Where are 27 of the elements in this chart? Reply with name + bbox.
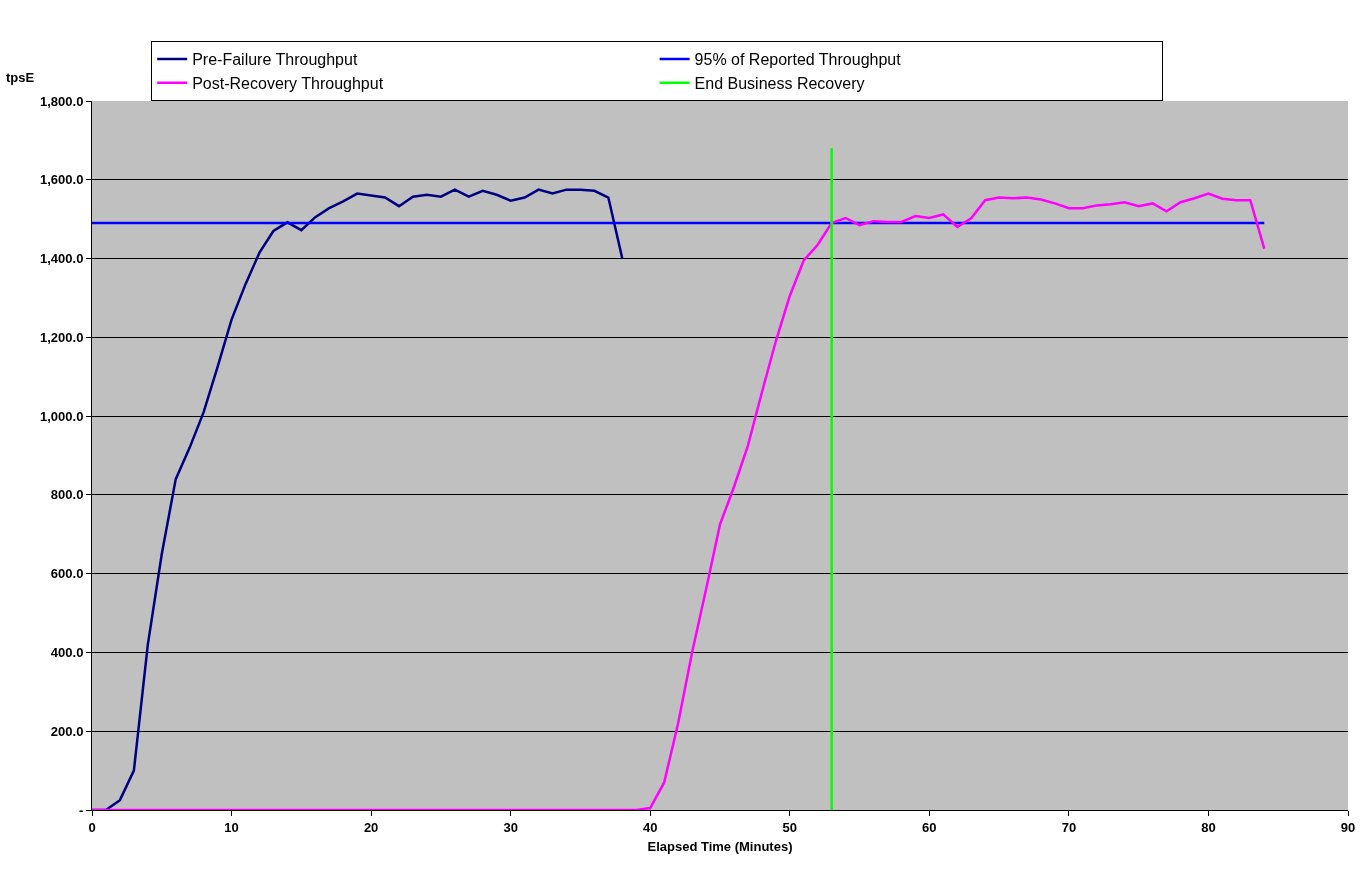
x-tick-label: 30 (503, 819, 518, 835)
y-tick-label: 200.0 (50, 723, 84, 739)
y-tick-label: 1,400.0 (40, 251, 84, 267)
y-tick-label: 400.0 (50, 644, 84, 660)
x-tick-label: 40 (642, 819, 658, 835)
x-tick-label: 70 (1061, 819, 1077, 835)
x-tick-label: 80 (1201, 819, 1216, 835)
x-tick-label: 0 (88, 819, 96, 835)
y-tick-label: 800.0 (50, 487, 84, 503)
y-tick-label: 1,600.0 (40, 172, 84, 188)
y-tick-label: - (79, 802, 84, 818)
legend-label: Pre-Failure Throughput (192, 51, 358, 69)
legend-label: End Business Recovery (694, 74, 865, 92)
x-tick-label: 20 (363, 819, 379, 835)
line-series (92, 192, 1266, 810)
x-tick-label: 50 (782, 819, 798, 835)
x-tick-label: 90 (1340, 819, 1356, 835)
legend-label: 95% of Reported Throughput (694, 51, 902, 69)
x-tick-label: 10 (224, 819, 239, 835)
x-axis-title: Elapsed Time (Minutes) (647, 839, 793, 855)
legend-label: Post-Recovery Throughput (192, 74, 384, 92)
y-tick-label: 1,000.0 (40, 408, 84, 424)
y-tick-label: 1,800.0 (40, 93, 84, 109)
y-tick-label: 600.0 (50, 566, 84, 582)
y-axis-title: tpsE (6, 70, 35, 85)
x-tick-label: 60 (922, 819, 937, 835)
y-tick-label: 1,200.0 (40, 329, 84, 345)
